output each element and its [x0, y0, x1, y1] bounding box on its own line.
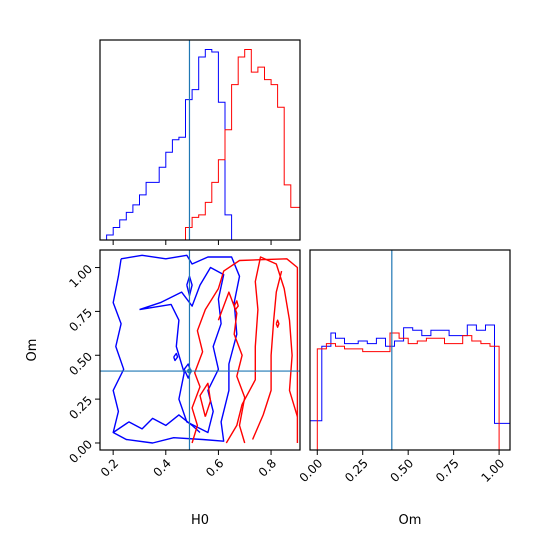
contour-x-tick-label: 0.4: [151, 456, 174, 479]
contour-series-2-line-5: [199, 382, 212, 417]
om-marginal-x-tick-label: 0.25: [342, 456, 371, 485]
om-marginal-x-tick-label: 0.00: [297, 456, 326, 485]
contour-series-1-line-4: [173, 352, 179, 362]
om-marginal-x-tick-label: 0.75: [433, 456, 462, 485]
om-vs-h0-contour-panel: 0.2 0.4 0.6 0.8 0.00 0.25 0.50 0.75 1.00: [66, 249, 301, 480]
contour-series-1-line-2: [139, 266, 225, 434]
truth-point: [186, 368, 192, 374]
contour-series-1-line-1: [112, 254, 241, 444]
contour-y-tick-label: 1.00: [66, 262, 95, 291]
om-histogram-series-2: [316, 332, 500, 450]
contour-x-tick-label: 0.8: [256, 456, 279, 479]
y-axis-label-om: Om: [25, 339, 40, 362]
h0-histogram-series-2: [178, 49, 301, 241]
om-marginal-x-tick-label: 1.00: [478, 456, 507, 485]
contour-y-tick-label: 0.50: [66, 349, 95, 378]
h0-histogram-series-1: [100, 49, 233, 241]
contour-series-1-line-3: [112, 414, 201, 434]
contour-frame: [99, 249, 301, 451]
contour-series-2-line-7: [275, 319, 280, 328]
contour-series-2-line-6: [233, 300, 239, 311]
contour-y-tick-label: 0.75: [66, 306, 95, 335]
om-marginal-panel: 0.00 0.25 0.50 0.75 1.00: [297, 249, 511, 485]
h0-marginal-panel: [99, 39, 301, 245]
contour-series-2-line-4: [251, 270, 283, 440]
contour-series-2-line-2: [217, 291, 246, 444]
om-histogram-series-1: [309, 324, 511, 450]
om-marginal-frame: [309, 249, 511, 451]
x-axis-label-om: Om: [399, 513, 422, 528]
om-marginal-x-tick-label: 0.50: [388, 456, 417, 485]
contour-y-tick-label: 0.25: [66, 393, 95, 422]
contour-series-1-line-6: [186, 275, 193, 297]
h0-marginal-frame: [99, 39, 301, 241]
contour-x-tick-label: 0.6: [203, 456, 226, 479]
contour-x-tick-label: 0.2: [98, 456, 121, 479]
x-axis-label-h0: H0: [191, 513, 209, 528]
contour-series-2-line-3: [225, 256, 299, 444]
contour-series-2-line-1: [191, 258, 299, 444]
contour-y-tick-label: 0.00: [66, 437, 95, 466]
